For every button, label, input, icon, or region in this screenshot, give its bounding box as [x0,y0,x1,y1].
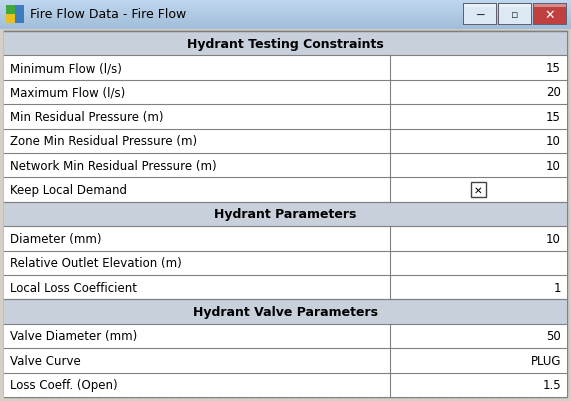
Bar [4,251,567,275]
Text: ▫: ▫ [511,10,518,20]
Bar [4,373,567,397]
Text: ✕: ✕ [474,185,482,195]
Text: 20: 20 [546,86,561,99]
Bar [6,6,24,24]
Text: Hydrant Parameters: Hydrant Parameters [214,208,357,221]
Text: Loss Coeff. (Open): Loss Coeff. (Open) [10,379,118,391]
Bar [0,16,571,18]
Text: Local Loss Coefficient: Local Loss Coefficient [10,281,137,294]
Bar [4,275,567,300]
Bar [0,7,571,9]
Text: Maximum Flow (l/s): Maximum Flow (l/s) [10,86,125,99]
Bar [498,4,532,26]
Text: Fire Flow Data - Fire Flow: Fire Flow Data - Fire Flow [30,8,186,21]
Bar [4,227,567,251]
Text: ─: ─ [476,8,484,21]
Bar [464,5,496,25]
Bar [463,4,497,26]
Bar [0,4,571,6]
Bar [4,105,567,129]
Bar [4,324,567,348]
Bar [0,1,571,3]
Bar [0,14,571,16]
Text: 15: 15 [546,62,561,75]
Bar [4,129,567,154]
Text: Valve Curve: Valve Curve [10,354,81,367]
Text: Valve Diameter (mm): Valve Diameter (mm) [10,330,137,342]
Bar [4,348,567,373]
Bar [0,22,571,24]
Bar [0,28,571,30]
Text: 1: 1 [553,281,561,294]
Bar [0,10,571,12]
Text: 10: 10 [546,135,561,148]
Text: Keep Local Demand: Keep Local Demand [10,184,127,196]
Text: Network Min Residual Pressure (m): Network Min Residual Pressure (m) [10,159,216,172]
Text: 10: 10 [546,232,561,245]
Bar [534,5,566,25]
Bar [6,6,15,15]
Bar [0,13,571,15]
Bar [4,178,567,202]
Bar [0,0,571,2]
Text: Relative Outlet Elevation (m): Relative Outlet Elevation (m) [10,257,182,269]
Bar [4,202,567,227]
Bar [0,23,571,25]
Text: ✕: ✕ [545,8,555,21]
Bar [0,19,571,21]
Bar [0,6,571,8]
Text: Zone Min Residual Pressure (m): Zone Min Residual Pressure (m) [10,135,197,148]
Bar [533,4,567,26]
Bar [471,183,486,197]
Bar [0,0,571,30]
Bar [464,5,496,8]
Bar [4,81,567,105]
Bar [6,15,15,24]
Bar [4,300,567,324]
Text: Diameter (mm): Diameter (mm) [10,232,102,245]
Bar [499,5,531,8]
Text: Minimum Flow (l/s): Minimum Flow (l/s) [10,62,122,75]
Text: 10: 10 [546,159,561,172]
Text: 50: 50 [546,330,561,342]
Bar [0,12,571,14]
Bar [0,25,571,27]
Bar [0,20,571,22]
Bar [0,2,571,4]
Bar [4,32,567,56]
Bar [0,26,571,28]
Text: Hydrant Valve Parameters: Hydrant Valve Parameters [193,305,378,318]
Text: 1.5: 1.5 [542,379,561,391]
Bar [4,154,567,178]
Bar [499,5,531,25]
Bar [534,5,566,8]
Text: PLUG: PLUG [530,354,561,367]
Text: 15: 15 [546,111,561,124]
Text: Min Residual Pressure (m): Min Residual Pressure (m) [10,111,163,124]
Text: Hydrant Testing Constraints: Hydrant Testing Constraints [187,38,384,51]
Bar [0,18,571,20]
Bar [0,8,571,10]
Bar [4,56,567,81]
